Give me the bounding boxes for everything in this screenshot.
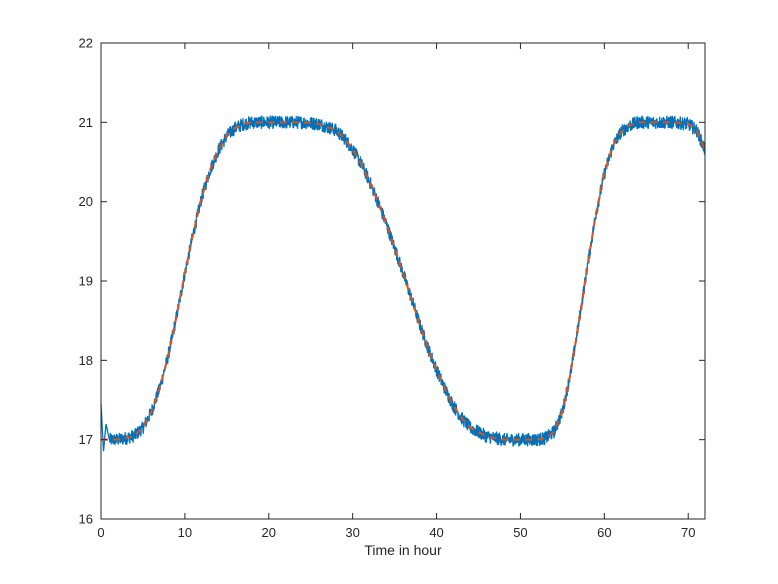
x-tick-label: 30 [345, 525, 359, 540]
y-tick-label: 18 [79, 353, 93, 368]
x-tick-label: 20 [262, 525, 276, 540]
y-tick-label: 22 [79, 36, 93, 51]
y-tick-label: 21 [79, 115, 93, 130]
y-tick-label: 19 [79, 274, 93, 289]
x-tick-label: 60 [597, 525, 611, 540]
x-tick-label: 50 [513, 525, 527, 540]
x-tick-label: 0 [97, 525, 104, 540]
y-tick-label: 16 [79, 512, 93, 527]
x-axis-title: Time in hour [364, 542, 442, 558]
x-tick-label: 70 [681, 525, 695, 540]
series-layer [100, 115, 706, 452]
x-tick-label: 40 [429, 525, 443, 540]
y-tick-label: 20 [79, 194, 93, 209]
y-tick-label: 17 [79, 432, 93, 447]
axes-layer: 0 10 20 30 40 50 60 70 16 17 18 19 20 21 22 [79, 36, 706, 540]
plot-area [101, 43, 705, 519]
x-tick-label: 10 [178, 525, 192, 540]
series-line-1 [101, 121, 706, 441]
